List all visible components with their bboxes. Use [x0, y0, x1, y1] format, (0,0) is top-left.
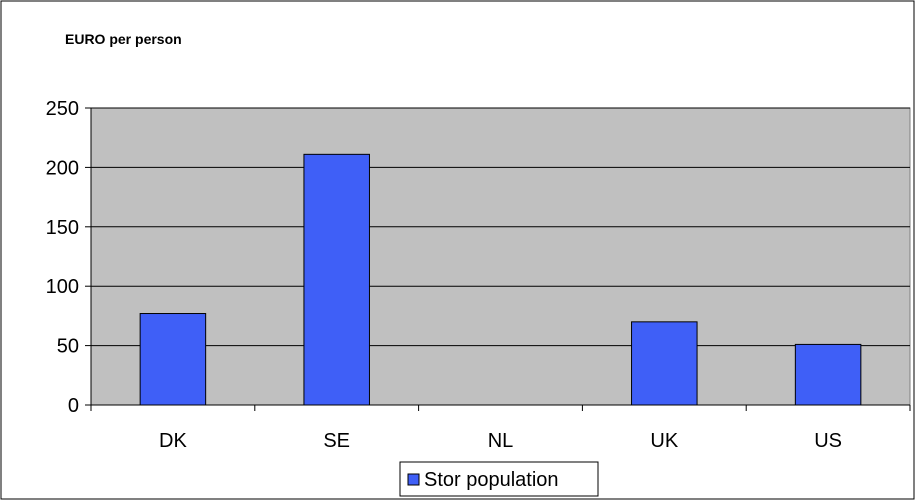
- plot-area: [90, 107, 911, 406]
- bar-se: [303, 153, 370, 406]
- x-tick-label: SE: [323, 430, 350, 452]
- y-tick-labels: 0 50 100 150 200 250: [46, 98, 79, 417]
- y-tick-label: 250: [46, 98, 79, 120]
- y-tick-label: 0: [68, 395, 79, 417]
- x-tick-label: US: [814, 430, 842, 452]
- x-tick-label: DK: [159, 430, 187, 452]
- bars: [139, 153, 862, 406]
- gridlines: [91, 107, 910, 347]
- y-tick-label: 200: [46, 157, 79, 179]
- y-tick-label: 50: [57, 336, 79, 358]
- legend: Stor population: [399, 461, 599, 497]
- y-tick-label: 150: [46, 217, 79, 239]
- x-tick-label: UK: [650, 430, 678, 452]
- x-tick-label: NL: [488, 430, 514, 452]
- axes: [85, 107, 911, 411]
- y-axis-label: EURO per person: [65, 31, 182, 47]
- legend-box: [399, 461, 599, 497]
- bar-dk: [139, 313, 207, 406]
- bar-uk: [631, 321, 698, 406]
- y-tick-label: 100: [46, 276, 79, 298]
- legend-label: Stor population: [424, 469, 559, 491]
- x-tick-labels: DK SE NL UK US: [159, 430, 842, 452]
- legend-swatch: [407, 473, 420, 486]
- bar-us: [794, 343, 862, 406]
